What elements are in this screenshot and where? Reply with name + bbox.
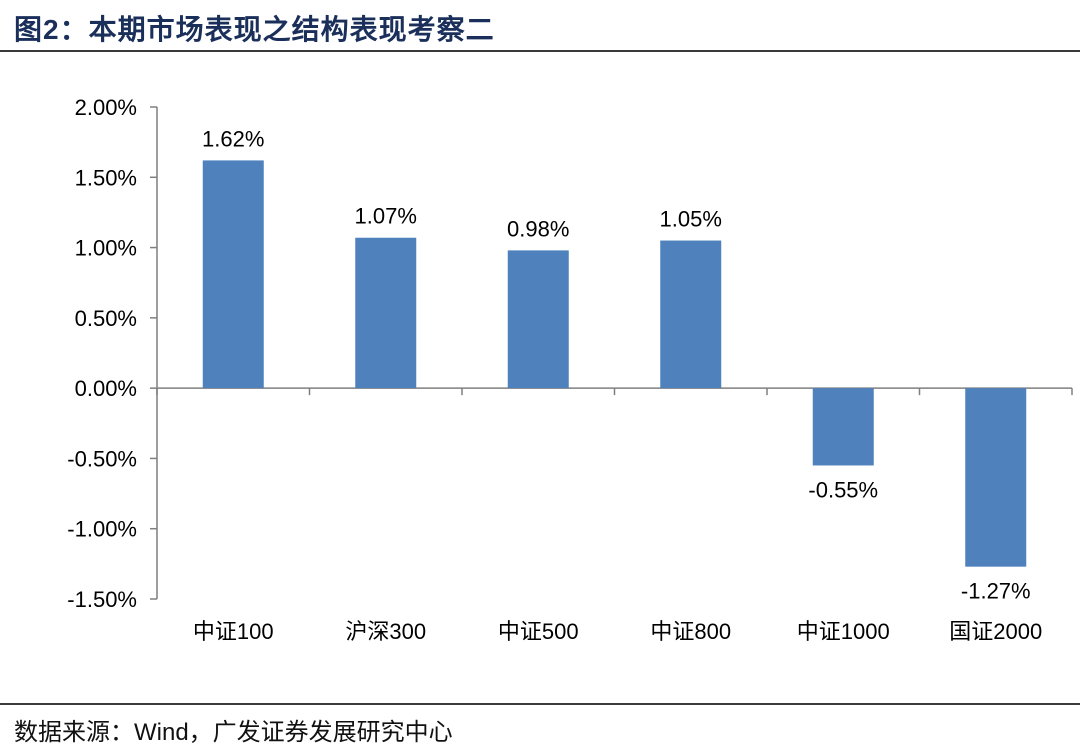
- category-label-3: 中证800: [650, 619, 731, 644]
- y-tick-label: 1.50%: [75, 165, 137, 190]
- data-label-0: 1.62%: [202, 126, 264, 151]
- y-tick-label: -1.50%: [67, 587, 137, 612]
- category-label-1: 沪深300: [345, 619, 426, 644]
- bottom-rule: [0, 703, 1080, 705]
- y-tick-label: -1.00%: [67, 517, 137, 542]
- y-tick-label: 2.00%: [75, 95, 137, 120]
- bar-3: [660, 240, 722, 389]
- bar-1: [355, 237, 417, 389]
- category-label-2: 中证500: [498, 619, 579, 644]
- bar-5: [965, 388, 1027, 567]
- chart-axes: 2.00% 1.50% 1.00% 0.50% 0.00% -0.50% -1.00% -1.…: [67, 95, 1073, 612]
- bar-0: [202, 160, 264, 389]
- y-tick-label: 1.00%: [75, 236, 137, 261]
- figure-title: 图2：本期市场表现之结构表现考察二: [14, 14, 495, 45]
- top-rule: [0, 50, 1080, 52]
- chart-bars: [202, 160, 1027, 567]
- data-label-5: -1.27%: [961, 579, 1031, 604]
- data-label-2: 0.98%: [507, 216, 569, 241]
- y-tick-label: 0.00%: [75, 376, 137, 401]
- data-label-1: 1.07%: [355, 204, 417, 229]
- category-label-0: 中证100: [193, 619, 274, 644]
- bar-chart: 2.00% 1.50% 1.00% 0.50% 0.00% -0.50% -1.00% -1.…: [67, 95, 1073, 644]
- bar-4: [812, 388, 874, 466]
- data-label-4: -0.55%: [808, 477, 878, 502]
- data-label-3: 1.05%: [660, 207, 722, 232]
- category-label-4: 中证1000: [797, 619, 890, 644]
- source-note: 数据来源：Wind，广发证券发展研究中心: [14, 719, 453, 746]
- chart-labels: 1.62% 中证100 1.07% 沪深300 0.98% 中证500 1.05% 中证800…: [193, 126, 1042, 644]
- bar-2: [507, 250, 569, 389]
- y-tick-label: -0.50%: [67, 446, 137, 471]
- category-label-5: 国证2000: [949, 619, 1042, 644]
- y-tick-label: 0.50%: [75, 306, 137, 331]
